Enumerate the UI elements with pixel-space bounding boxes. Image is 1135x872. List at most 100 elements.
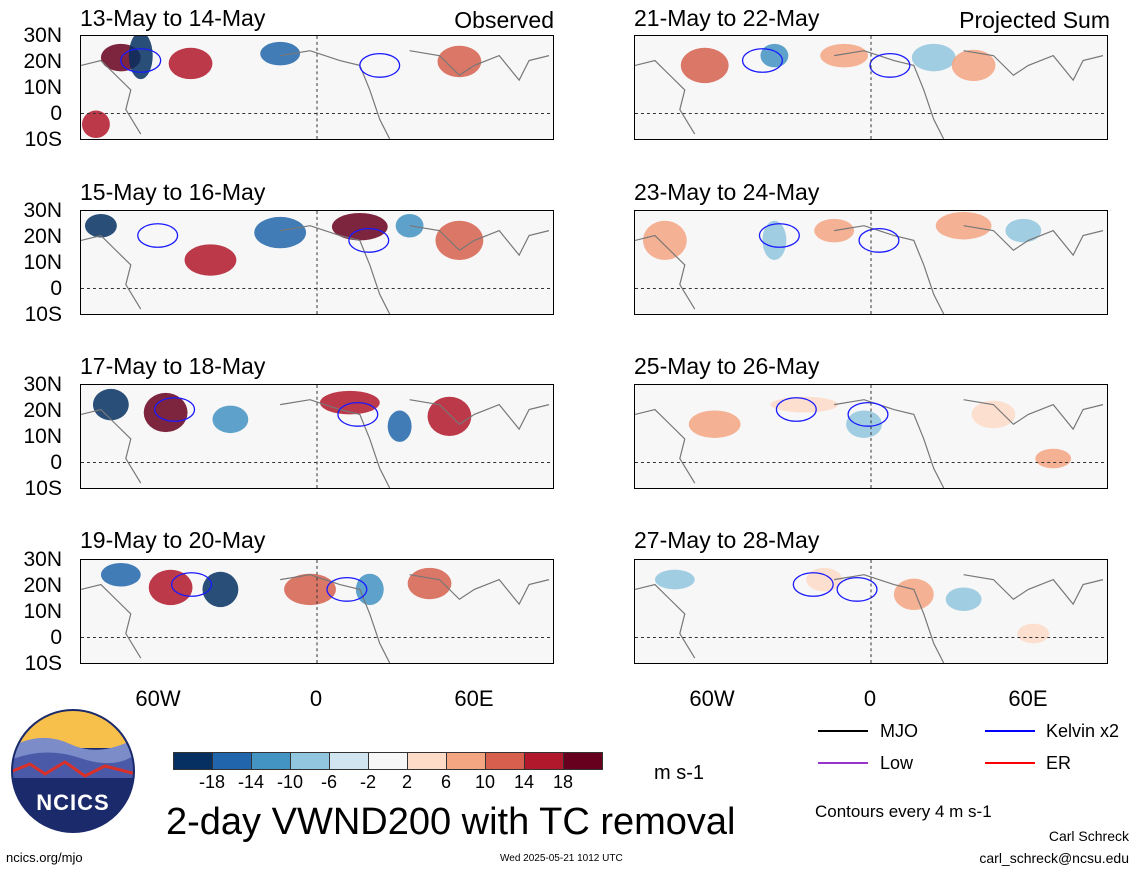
colorbar-tick: -18	[198, 772, 225, 792]
map-panel-8	[634, 559, 1108, 664]
kelvin-contour	[847, 402, 889, 427]
legend-line-kelvin	[985, 730, 1035, 732]
anomaly-shading	[951, 49, 996, 82]
y-label: 10S	[24, 652, 62, 675]
anomaly-shading	[971, 400, 1016, 429]
colorbar-tick: 6	[440, 772, 451, 792]
anomaly-shading	[128, 36, 153, 80]
map-panel-1	[80, 35, 554, 140]
x-label-0-right: 0	[863, 686, 877, 711]
coastline	[81, 408, 142, 484]
map-graphic	[81, 211, 553, 314]
x-label-0-left: 0	[309, 686, 323, 711]
colorbar-swatch	[407, 752, 447, 770]
coastline	[280, 399, 391, 488]
kelvin-contour	[348, 228, 390, 253]
y-label: 10N	[23, 251, 62, 274]
anomaly-shading	[762, 220, 787, 261]
map-graphic	[81, 385, 553, 488]
colorbar-tick: -10	[276, 772, 303, 792]
coastline	[81, 234, 142, 310]
panel-title-8: 27-May to 28-May	[634, 527, 820, 553]
coastline	[81, 59, 142, 135]
anomaly-shading	[84, 213, 117, 238]
map-panel-4	[80, 559, 554, 664]
legend-line-mjo	[818, 730, 868, 732]
x-label-60w-right: 60W	[689, 686, 735, 711]
map-panel-7	[634, 384, 1108, 489]
panel-title-7: 25-May to 26-May	[634, 353, 820, 379]
kelvin-contour	[775, 397, 817, 422]
map-graphic	[635, 560, 1107, 663]
panel-title-3: 17-May to 18-May	[80, 353, 266, 379]
anomaly-shading	[1017, 623, 1050, 644]
y-label: 0	[50, 626, 62, 649]
anomaly-shading	[760, 43, 789, 68]
map-graphic	[81, 560, 553, 663]
observed-label: Observed	[454, 7, 554, 33]
kelvin-contour	[758, 223, 800, 248]
footer-author: Carl Schreck	[1048, 828, 1129, 844]
anomaly-shading	[143, 392, 188, 433]
coastline	[409, 50, 550, 82]
colorbar-tick: 18	[552, 772, 574, 792]
colorbar-tick: -2	[359, 772, 376, 792]
y-label: 0	[50, 102, 62, 125]
anomaly-shading	[184, 244, 237, 276]
panel-title-2: 15-May to 16-May	[80, 179, 266, 205]
y-label: 30N	[23, 548, 62, 571]
coastline	[963, 225, 1104, 257]
kelvin-contour	[359, 53, 401, 78]
colorbar-swatch	[485, 752, 525, 770]
anomaly-shading	[911, 43, 956, 72]
anomaly-shading	[92, 388, 129, 421]
colorbar-units: m s-1	[654, 762, 704, 784]
colorbar-swatch	[290, 752, 330, 770]
y-label: 10N	[23, 600, 62, 623]
projected-sum-label: Projected Sum	[959, 7, 1110, 33]
y-label: 10N	[23, 76, 62, 99]
y-label: 30N	[23, 373, 62, 396]
map-panel-3	[80, 384, 554, 489]
coastline	[409, 225, 550, 257]
colorbar-swatch	[173, 752, 213, 770]
anomaly-shading	[254, 216, 307, 249]
anomaly-shading	[100, 562, 141, 587]
coastline	[635, 583, 696, 659]
anomaly-shading	[437, 45, 482, 78]
colorbar-swatch	[329, 752, 369, 770]
y-label: 20N	[23, 574, 62, 597]
colorbar-swatch	[446, 752, 486, 770]
legend-line-er	[985, 762, 1035, 764]
anomaly-shading	[680, 47, 729, 84]
anomaly-shading	[319, 390, 380, 415]
anomaly-shading	[846, 410, 882, 438]
legend-label-low: Low	[880, 753, 914, 773]
colorbar-tick: 10	[474, 772, 496, 792]
anomaly-shading	[820, 43, 869, 68]
coastline	[280, 50, 391, 139]
anomaly-shading	[770, 396, 839, 413]
kelvin-contour	[792, 572, 834, 597]
colorbar-tick: 2	[401, 772, 412, 792]
y-label: 30N	[23, 199, 62, 222]
map-graphic	[635, 211, 1107, 314]
footer-timestamp: Wed 2025-05-21 1012 UTC	[500, 853, 623, 864]
anomaly-shading	[1005, 218, 1042, 243]
anomaly-shading	[212, 405, 249, 434]
panel-title-4: 19-May to 20-May	[80, 527, 266, 553]
anomaly-shading	[148, 569, 193, 606]
colorbar	[173, 752, 603, 770]
anomaly-shading	[427, 396, 472, 437]
map-panel-5	[634, 35, 1108, 140]
map-panel-6	[634, 210, 1108, 315]
kelvin-contour	[154, 397, 196, 422]
anomaly-shading	[284, 573, 336, 606]
anomaly-shading	[935, 211, 992, 240]
x-label-60e-right: 60E	[1008, 686, 1048, 711]
coastline	[834, 50, 945, 139]
colorbar-swatch	[212, 752, 252, 770]
anomaly-shading	[81, 110, 110, 139]
map-graphic	[81, 36, 553, 139]
coastline	[280, 225, 391, 314]
